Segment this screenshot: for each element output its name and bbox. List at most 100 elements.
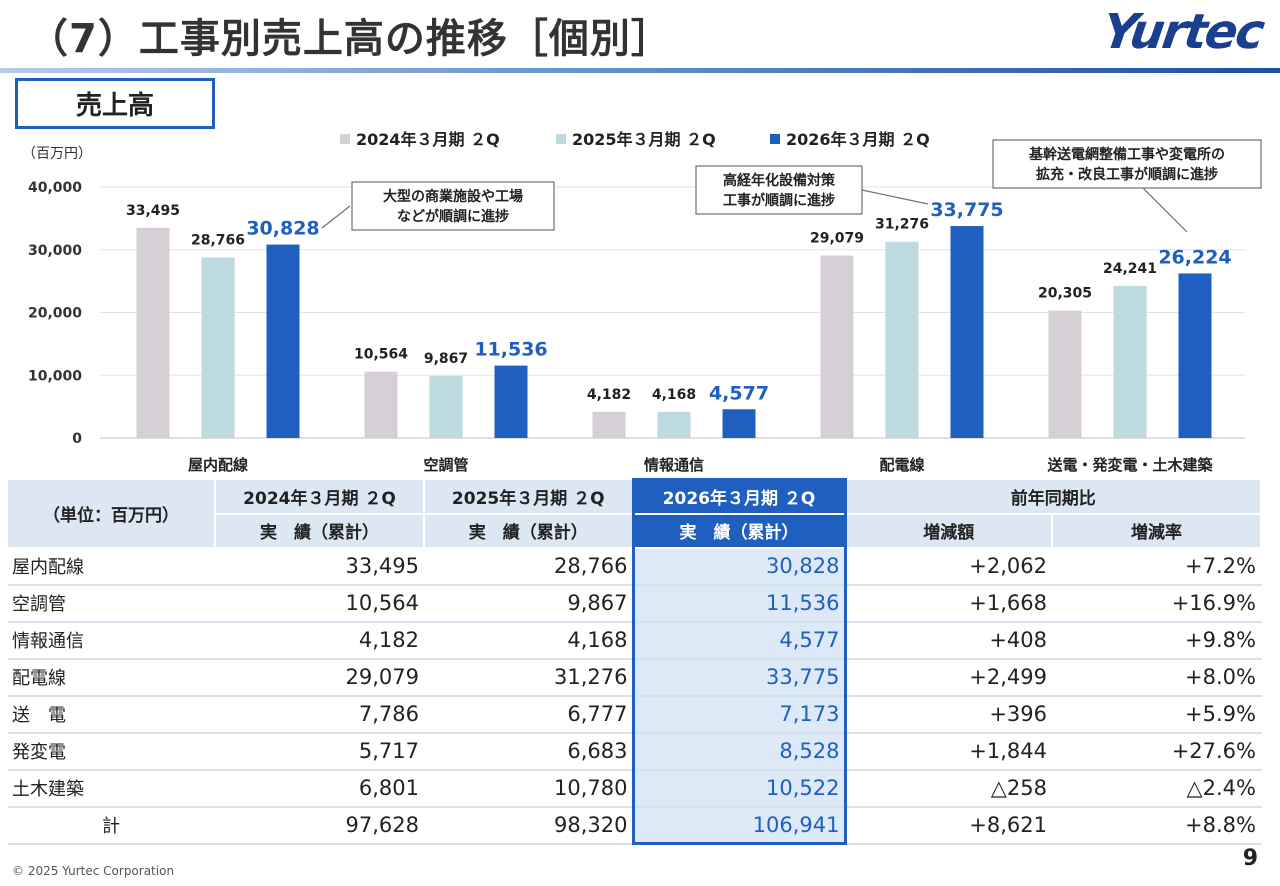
table-row: 計 97,628 98,320 106,941 +8,621 +8.8% (8, 805, 1262, 845)
table-cell: 98,320 (424, 805, 634, 845)
bar (494, 365, 528, 438)
title-underline-bar (0, 68, 1280, 73)
table-row: 送 電 7,786 6,777 7,173 +396 +5.9% (8, 695, 1262, 734)
callout-text: 拡充・改良工事が順調に進捗 (1036, 166, 1218, 183)
table-cell: 4,182 (215, 621, 425, 660)
row-label: 発変電 (8, 732, 216, 771)
sub-header-actual-2026: 実 績（累計） (631, 513, 847, 549)
copyright: © 2025 Yurtec Corporation (12, 864, 175, 878)
col-header-2026: 2026年３月期 ２Q (631, 478, 847, 515)
x-category-label: 空調管 (423, 456, 468, 474)
bar (266, 244, 300, 438)
yurtec-logo: Yurtec (1098, 4, 1266, 60)
table-cell: +5.9% (1052, 695, 1262, 734)
table-cell: +27.6% (1052, 732, 1262, 771)
table-cell: 33,775 (631, 658, 847, 697)
data-label: 28,766 (191, 232, 245, 248)
unit-header: （単位：百万円） (8, 479, 216, 549)
table-cell: +8.0% (1052, 658, 1262, 697)
callout-text: 大型の商業施設や工場 (383, 188, 523, 205)
bar (820, 255, 854, 438)
data-label: 4,168 (652, 387, 696, 403)
callout-box (351, 181, 555, 231)
table-cell: 11,536 (631, 584, 847, 623)
y-tick-label: 30,000 (28, 243, 82, 259)
x-category-label: 配電線 (879, 456, 924, 474)
page-number: 9 (1242, 846, 1258, 871)
data-label: 20,305 (1038, 286, 1092, 302)
callout-leader-line (321, 205, 351, 229)
y-tick-label: 20,000 (28, 306, 82, 322)
legend-entry: 2026年３月期 ２Q (786, 130, 930, 149)
data-label: 4,577 (709, 382, 769, 404)
table-cell: 4,577 (631, 621, 847, 660)
table-cell: 7,786 (215, 695, 425, 734)
table-cell: +9.8% (1052, 621, 1262, 660)
table-cell: +7.2% (1052, 547, 1262, 586)
legend-swatch (770, 134, 780, 144)
callout-text: 高経年化設備対策 (723, 172, 836, 189)
callout-text: 基幹送電網整備工事や変電所の (1029, 146, 1225, 163)
table-cell: +8.8% (1052, 805, 1262, 845)
callout-leader-line (861, 189, 929, 205)
y-axis-unit-label: （百万円） (22, 146, 92, 162)
table-row: 発変電 5,717 6,683 8,528 +1,844 +27.6% (8, 732, 1262, 771)
data-label: 4,182 (587, 387, 631, 403)
x-category-label: 送電・発変電・土木建築 (1046, 456, 1213, 474)
bar (429, 376, 463, 438)
x-category-label: 情報通信 (644, 456, 704, 474)
table-cell: 106,941 (631, 805, 847, 845)
legend-entry: 2025年３月期 ２Q (572, 130, 716, 149)
table-cell: △2.4% (1052, 769, 1262, 808)
table-row: 屋内配線 33,495 28,766 30,828 +2,062 +7.2% (8, 547, 1262, 586)
table-cell: △258 (845, 769, 1053, 808)
data-label: 31,276 (875, 217, 929, 233)
table-cell: 10,522 (631, 769, 847, 808)
table-cell: 31,276 (424, 658, 634, 697)
sales-table: （単位：百万円） 2024年３月期 ２Q 2025年３月期 ２Q 2026年３月… (8, 478, 1262, 845)
col-header-2025: 2025年３月期 ２Q (424, 479, 634, 515)
col-header-yoy: 前年同期比 (845, 479, 1262, 515)
table-cell: 29,079 (215, 658, 425, 697)
data-label: 30,828 (246, 218, 319, 240)
y-tick-label: 0 (72, 431, 82, 447)
y-tick-label: 10,000 (28, 368, 82, 384)
legend-swatch (340, 134, 350, 144)
data-label: 33,775 (930, 199, 1003, 221)
data-label: 9,867 (424, 351, 468, 367)
table-cell: 9,867 (424, 584, 634, 623)
y-tick-label: 40,000 (28, 180, 82, 196)
bar (136, 227, 170, 438)
table-cell: +1,668 (845, 584, 1053, 623)
table-cell: 5,717 (215, 732, 425, 771)
table-cell: 4,168 (424, 621, 634, 660)
row-label: 屋内配線 (8, 547, 216, 586)
bar (1113, 285, 1147, 438)
table-cell: 6,777 (424, 695, 634, 734)
callout-box (992, 139, 1262, 189)
table-cell: +2,062 (845, 547, 1053, 586)
table-cell: 8,528 (631, 732, 847, 771)
bar (592, 411, 626, 438)
sub-header-change-amount: 増減額 (845, 513, 1053, 549)
bar (885, 241, 919, 438)
row-label: 土木建築 (8, 769, 216, 808)
sub-header-change-rate: 増減率 (1052, 513, 1262, 549)
table-row: 情報通信 4,182 4,168 4,577 +408 +9.8% (8, 621, 1262, 660)
callout-box (695, 165, 863, 215)
table-cell: +408 (845, 621, 1053, 660)
section-label: 売上高 (15, 78, 215, 129)
row-label: 送 電 (8, 695, 216, 734)
table-row: 空調管 10,564 9,867 11,536 +1,668 +16.9% (8, 584, 1262, 623)
slide-title: （7）工事別売上高の推移［個別］ (28, 16, 672, 62)
table-cell: +1,844 (845, 732, 1053, 771)
data-label: 24,241 (1103, 261, 1157, 277)
col-header-2024: 2024年３月期 ２Q (215, 479, 425, 515)
row-label: 配電線 (8, 658, 216, 697)
x-category-label: 屋内配線 (188, 456, 248, 474)
legend-swatch (556, 134, 566, 144)
table-cell: +8,621 (845, 805, 1053, 845)
row-label: 情報通信 (8, 621, 216, 660)
bar (722, 409, 756, 438)
callout-text: などが順調に進捗 (397, 208, 509, 225)
